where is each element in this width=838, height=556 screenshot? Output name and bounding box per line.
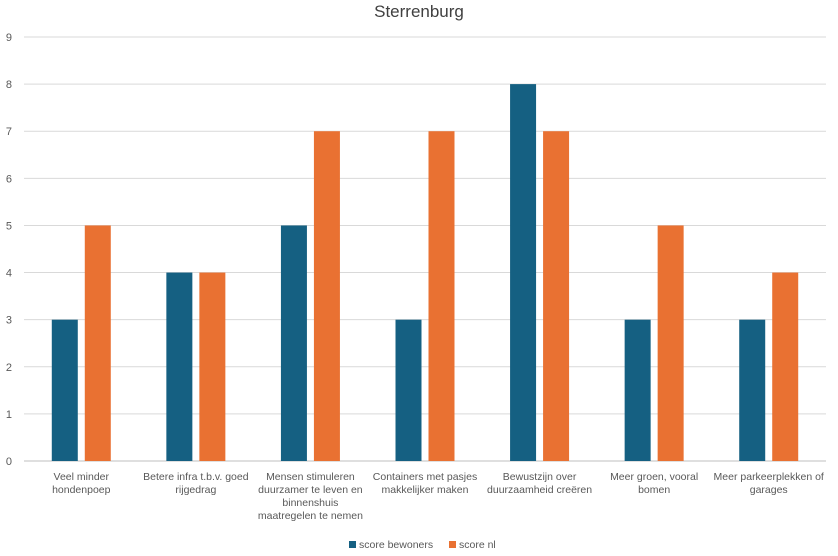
legend-label: score nl — [459, 539, 496, 551]
bars — [51, 84, 799, 461]
legend-label: score bewoners — [359, 539, 433, 551]
bar-score-nl — [428, 131, 455, 461]
x-category-label: Veel minder hondenpoep — [52, 471, 111, 496]
bar-score-nl — [657, 225, 684, 461]
bar-score-bewoners — [280, 225, 307, 461]
x-category-label: Betere infra t.b.v. goed rijgedrag — [143, 471, 249, 496]
bar-score-nl — [199, 272, 226, 461]
gridlines — [24, 36, 826, 462]
y-tick-label: 9 — [6, 32, 12, 44]
x-axis: Veel minder hondenpoep Betere infra t.b.v.… — [52, 471, 824, 522]
bar-score-bewoners — [395, 319, 422, 461]
bar-score-bewoners — [510, 84, 537, 461]
bar-score-nl — [772, 272, 799, 461]
y-tick-label: 2 — [6, 362, 12, 374]
y-tick-label: 4 — [6, 268, 12, 280]
chart-title: Sterrenburg — [374, 2, 464, 21]
x-category-label: Meer groen, vooral bomen — [610, 471, 698, 496]
x-category-label: Containers met pasjes makkelijker maken — [373, 471, 477, 496]
x-category-label: Meer parkeerplekken of garages — [714, 471, 824, 496]
y-tick-label: 8 — [6, 79, 12, 91]
y-tick-label: 7 — [6, 126, 12, 138]
y-axis: 0 1 2 3 4 5 6 7 8 9 — [6, 32, 12, 468]
legend-swatch — [349, 541, 356, 548]
bar-score-bewoners — [51, 319, 78, 461]
y-tick-label: 3 — [6, 315, 12, 327]
y-tick-label: 5 — [6, 220, 12, 232]
y-tick-label: 1 — [6, 409, 12, 421]
legend: score bewoners score nl — [349, 539, 496, 551]
y-tick-label: 0 — [6, 456, 12, 468]
bar-score-nl — [84, 225, 111, 461]
x-category-label: Bewustzijn over duurzaamheid creëren — [487, 471, 592, 496]
bar-score-bewoners — [166, 272, 193, 461]
legend-swatch — [449, 541, 456, 548]
bar-score-bewoners — [739, 319, 766, 461]
y-tick-label: 6 — [6, 173, 12, 185]
bar-score-nl — [543, 131, 570, 461]
bar-score-nl — [313, 131, 340, 461]
x-category-label: Mensen stimuleren duurzamer te leven en bi… — [258, 471, 363, 522]
bar-score-bewoners — [624, 319, 651, 461]
